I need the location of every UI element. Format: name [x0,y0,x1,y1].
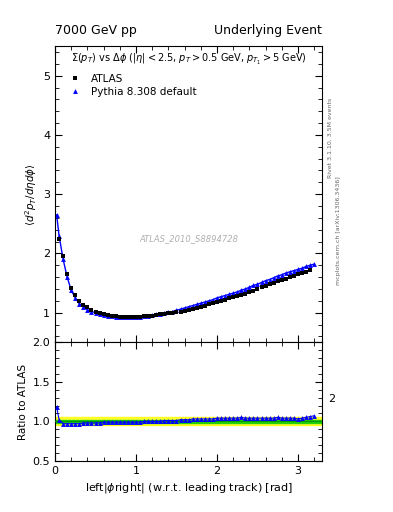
Line: Pythia 8.308 default: Pythia 8.308 default [54,212,317,320]
Text: mcplots.cern.ch [arXiv:1306.3436]: mcplots.cern.ch [arXiv:1306.3436] [336,176,341,285]
ATLAS [235,293,240,299]
Line: ATLAS: ATLAS [57,236,312,319]
Text: 2: 2 [328,394,335,404]
ATLAS [130,314,134,320]
Pythia 8.308 default [54,212,59,218]
Pythia 8.308 default [304,263,309,269]
Y-axis label: Ratio to ATLAS: Ratio to ATLAS [18,364,28,440]
Bar [55,417,322,425]
ATLAS [178,308,183,314]
Pythia 8.308 default [279,272,284,278]
Legend: ATLAS, Pythia 8.308 default: ATLAS, Pythia 8.308 default [61,70,200,101]
Text: Rivet 3.1.10, 3.5M events: Rivet 3.1.10, 3.5M events [328,98,333,178]
Text: ATLAS_2010_S8894728: ATLAS_2010_S8894728 [139,234,238,243]
ATLAS [118,314,122,320]
Pythia 8.308 default [114,314,118,320]
ATLAS [304,269,309,275]
Pythia 8.308 default [118,314,122,321]
ATLAS [138,314,142,320]
Text: $\Sigma(p_T)$ vs $\Delta\phi$ ($|\eta| < 2.5$, $p_T > 0.5$ GeV, $p_{T_1} > 5$ Ge: $\Sigma(p_T)$ vs $\Delta\phi$ ($|\eta| <… [71,52,307,67]
Pythia 8.308 default [166,309,171,315]
ATLAS [308,267,312,273]
Bar [55,420,322,423]
Y-axis label: $\langle d^2 p_T / d\eta d\phi \rangle$: $\langle d^2 p_T / d\eta d\phi \rangle$ [23,163,39,226]
Pythia 8.308 default [312,261,316,267]
Pythia 8.308 default [190,303,195,309]
X-axis label: left|$\phi$right| (w.r.t. leading track) [rad]: left|$\phi$right| (w.r.t. leading track)… [84,481,293,495]
Text: Underlying Event: Underlying Event [215,24,322,37]
Text: 7000 GeV pp: 7000 GeV pp [55,24,137,37]
ATLAS [186,307,191,313]
Pythia 8.308 default [134,314,138,321]
ATLAS [57,236,61,242]
